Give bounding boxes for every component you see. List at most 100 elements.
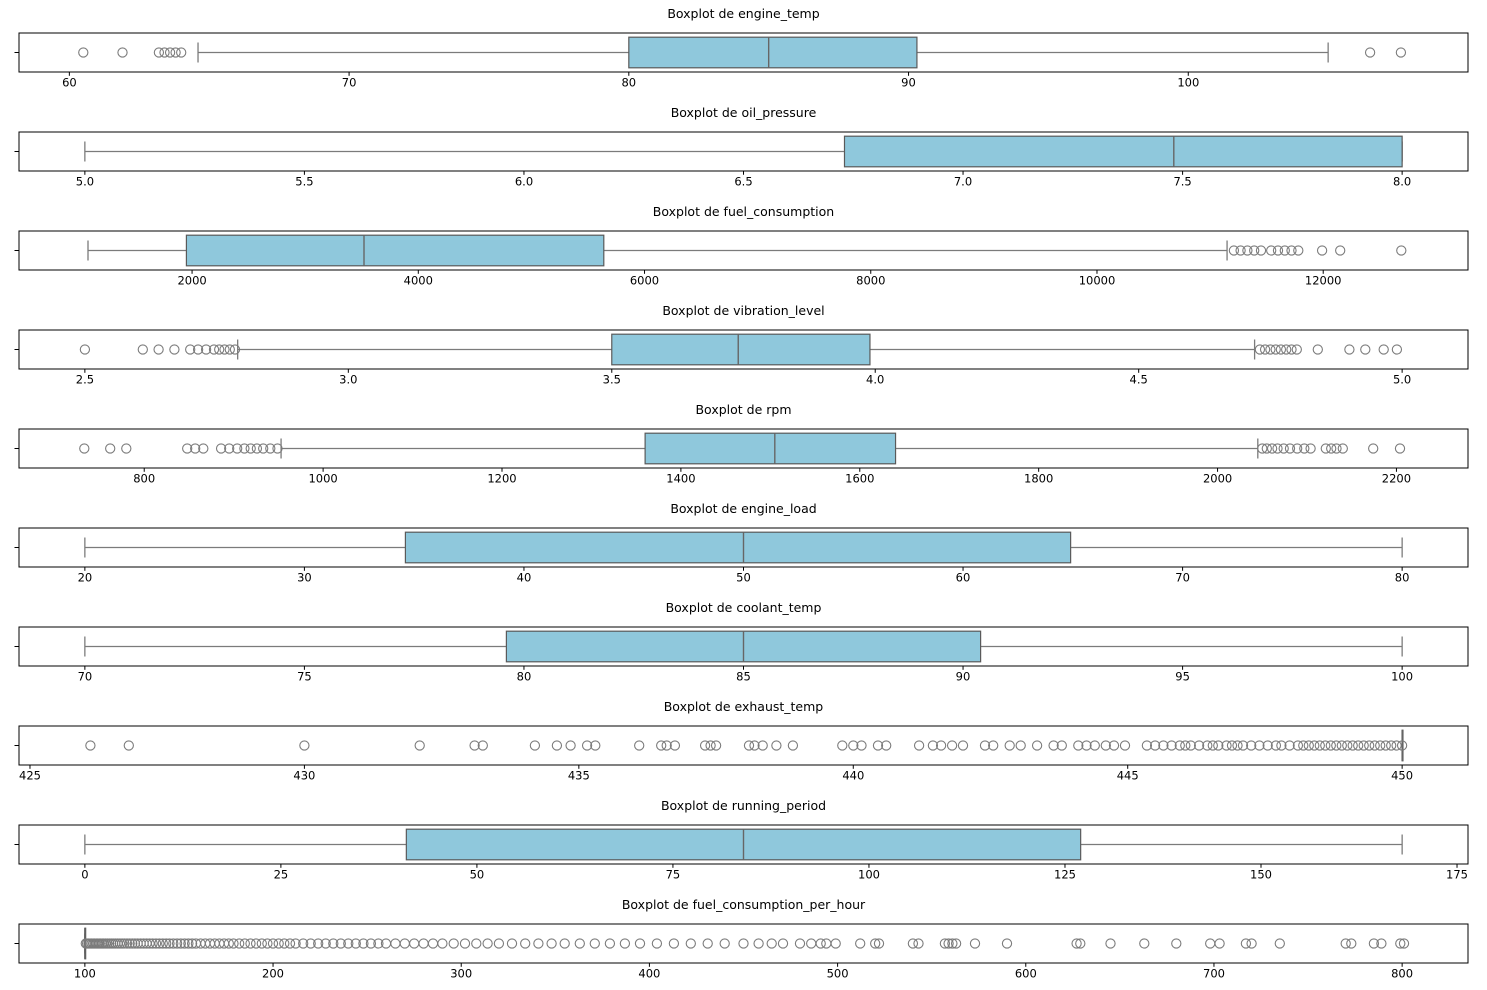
outlier-point	[699, 740, 711, 751]
x-tick-label: 60	[956, 571, 971, 585]
x-tick-label: 25	[274, 868, 289, 882]
outlier-point	[258, 443, 269, 454]
outlier-point	[946, 740, 958, 751]
outlier-point	[913, 740, 925, 751]
outlier-point	[1320, 443, 1331, 454]
outlier-point	[1298, 740, 1309, 751]
outlier-point	[290, 938, 301, 949]
outlier-point	[1309, 740, 1320, 751]
outlier-point	[581, 740, 593, 751]
x-tick-label: 6.0	[515, 175, 533, 189]
x-tick-label: 100	[1177, 76, 1199, 90]
x-tick-label: 1000	[308, 472, 337, 486]
outlier-point	[1235, 245, 1246, 256]
outlier-point	[299, 740, 310, 751]
outlier-point	[947, 938, 958, 949]
x-tick-label: 85	[736, 670, 751, 684]
subplot-exhaust_temp: Boxplot de exhaust_temp 425 430 435 440 445 45…	[0, 693, 1487, 792]
outlier-point	[262, 938, 273, 949]
x-tick-label: 2.5	[76, 373, 94, 387]
x-tick-label: 20	[78, 571, 93, 585]
outlier-point	[604, 938, 616, 949]
outlier-point	[1158, 740, 1169, 751]
outlier-point	[1291, 344, 1302, 355]
outlier-point	[1272, 443, 1283, 454]
outlier-point	[1316, 245, 1328, 256]
outlier-point	[1237, 740, 1249, 751]
outlier-point	[459, 938, 471, 949]
x-tick-label: 425	[19, 769, 41, 783]
outlier-point	[1001, 938, 1013, 949]
x-tick-label: 70	[78, 670, 93, 684]
outlier-point	[365, 938, 377, 949]
x-tick-label: 600	[1015, 967, 1037, 981]
x-tick-label: 2000	[177, 274, 206, 288]
outlier-point	[1141, 740, 1153, 751]
outlier-point	[448, 938, 459, 949]
x-tick-label: 7.5	[1173, 175, 1191, 189]
outlier-point	[710, 740, 722, 751]
x-tick-label: 80	[1395, 571, 1410, 585]
subplot-title: Boxplot de engine_temp	[667, 6, 819, 21]
x-tick-label: 125	[1054, 868, 1076, 882]
outlier-point	[668, 938, 680, 949]
outlier-point	[506, 938, 518, 949]
x-tick-label: 90	[901, 76, 916, 90]
outlier-point	[1228, 245, 1240, 256]
outlier-point	[223, 938, 234, 949]
outlier-point	[529, 740, 541, 751]
iqr-box	[843, 135, 1403, 168]
x-tick-label: 70	[1175, 571, 1190, 585]
outlier-point	[855, 938, 866, 949]
outlier-point	[117, 47, 128, 58]
outlier-point	[1391, 740, 1402, 751]
outlier-point	[153, 344, 164, 355]
outlier-point	[343, 938, 354, 949]
x-tick-label: 300	[450, 967, 472, 981]
subplot-fuel_consumption_per_hour: Boxplot de fuel_consumption_per_hour 100 2…	[0, 891, 1487, 990]
outlier-point	[186, 938, 198, 949]
outlier-point	[1303, 740, 1314, 751]
outlier-point	[313, 938, 324, 949]
axes-frame	[18, 725, 1469, 766]
outlier-point	[1364, 47, 1376, 58]
outlier-point	[224, 443, 235, 454]
outlier-point	[1395, 47, 1407, 58]
outlier-point	[170, 47, 181, 58]
x-tick-label: 800	[133, 472, 155, 486]
outlier-point	[1275, 344, 1287, 355]
outlier-point	[1193, 740, 1205, 751]
outlier-point	[590, 740, 601, 751]
outlier-point	[1314, 740, 1325, 751]
outlier-point	[794, 938, 806, 949]
outlier-point	[1391, 344, 1403, 355]
outlier-point	[144, 938, 155, 949]
outlier-point	[856, 740, 867, 751]
outlier-point	[651, 938, 663, 949]
outlier-point	[749, 740, 760, 751]
outlier-point	[848, 740, 859, 751]
subplot-title: Boxplot de oil_pressure	[671, 105, 817, 120]
outlier-point	[1108, 740, 1120, 751]
x-tick-label: 100	[1391, 670, 1413, 684]
outlier-point	[1293, 245, 1304, 256]
outlier-point	[1292, 443, 1303, 454]
outlier-point	[192, 344, 204, 355]
outlier-point	[1105, 938, 1116, 949]
outlier-point	[79, 443, 90, 454]
outlier-point	[1266, 443, 1278, 454]
x-tick-label: 12000	[1305, 274, 1342, 288]
outlier-point	[719, 938, 730, 949]
outlier-point	[335, 938, 346, 949]
outlier-point	[634, 938, 646, 949]
x-tick-label: 5.0	[76, 175, 94, 189]
outlier-point	[1346, 938, 1357, 949]
outlier-point	[1344, 344, 1355, 355]
outlier-point	[150, 938, 162, 949]
outlier-point	[279, 938, 290, 949]
outlier-point	[969, 938, 981, 949]
x-tick-label: 90	[956, 670, 971, 684]
outlier-point	[1278, 443, 1289, 454]
outlier-point	[159, 47, 170, 58]
outlier-point	[1284, 740, 1295, 751]
